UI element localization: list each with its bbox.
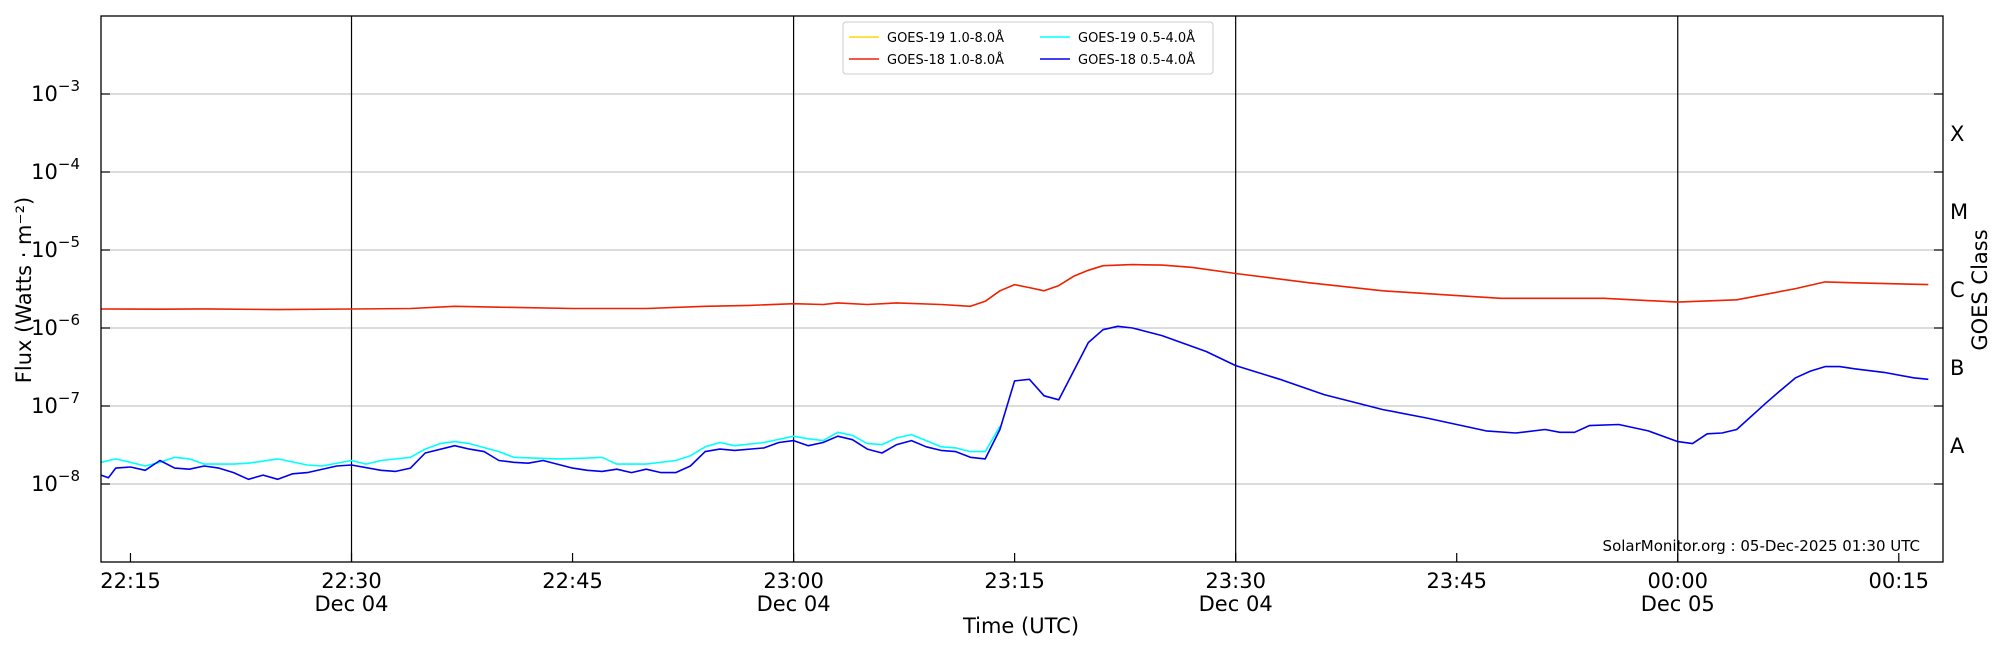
day-marker-lines: [350, 16, 1679, 562]
y-tick-base: 10: [31, 160, 58, 184]
y-tick-base: 10: [31, 394, 58, 418]
y-tick-exponent: −4: [58, 155, 80, 173]
series-line-goes-19-0-5-4-0: [100, 425, 1001, 467]
x-tick-label: 22:15: [100, 569, 161, 593]
x-tick-label: 23:15: [984, 569, 1045, 593]
y2-axis-title: GOES Class: [1968, 229, 1992, 350]
goes-class-labels: A B C M X: [1950, 122, 1968, 458]
y-tick-base: 10: [31, 316, 58, 340]
x-tick-label: 23:00: [763, 569, 824, 593]
goes-class-b: B: [1950, 356, 1964, 380]
x-tick-label: 22:45: [542, 569, 603, 593]
y-tick-label: 10−7: [31, 389, 80, 418]
series-line-goes-18-1-0-8-0: [100, 263, 1929, 311]
series-line-goes-18-0-5-4-0: [100, 325, 1929, 481]
x-tick-label: 23:30: [1205, 569, 1266, 593]
y-tick-label: 10−4: [31, 155, 80, 184]
series-lines: [100, 263, 1929, 481]
x-tick-date-label: Dec 04: [757, 592, 831, 616]
y-tick-exponent: −5: [58, 233, 80, 251]
x-tick-label: 23:45: [1426, 569, 1487, 593]
y-tick-exponent: −8: [58, 467, 80, 485]
y-tick-label: 10−3: [31, 77, 80, 106]
goes-class-c: C: [1950, 278, 1965, 302]
goes-class-x: X: [1950, 122, 1964, 146]
plot-area-frame: [100, 15, 1944, 563]
x-tick-date-label: Dec 04: [314, 592, 388, 616]
y-tick-label: 10−6: [31, 311, 80, 340]
credit-text: SolarMonitor.org : 05-Dec-2025 01:30 UTC: [1603, 537, 1920, 555]
x-axis-title: Time (UTC): [962, 614, 1079, 638]
y-tick-exponent: −7: [58, 389, 80, 407]
x-tick-label: 00:15: [1869, 569, 1930, 593]
goes-class-a: A: [1950, 434, 1965, 458]
x-tick-date-label: Dec 05: [1641, 592, 1715, 616]
legend-label: GOES-19 1.0-8.0Å: [887, 30, 1004, 46]
x-tick-label: 22:30: [321, 569, 382, 593]
y-tick-label: 10−5: [31, 233, 80, 262]
y-tick-exponent: −3: [58, 77, 80, 95]
legend-label: GOES-18 0.5-4.0Å: [1078, 52, 1195, 68]
x-tick-label: 00:00: [1647, 569, 1708, 593]
y-axis-title: Flux (Watts · m⁻²): [12, 197, 36, 383]
x-tick-date-label: Dec 04: [1199, 592, 1273, 616]
legend: GOES-19 1.0-8.0Å GOES-19 0.5-4.0Å GOES-18 …: [842, 21, 1214, 75]
legend-label: GOES-19 0.5-4.0Å: [1078, 30, 1195, 46]
gridlines: [101, 93, 1943, 485]
y-tick-exponent: −6: [58, 311, 80, 329]
y-tick-base: 10: [31, 82, 58, 106]
goes-class-m: M: [1950, 200, 1968, 224]
y-tick-base: 10: [31, 472, 58, 496]
legend-box: [842, 21, 1214, 75]
legend-label: GOES-18 1.0-8.0Å: [887, 52, 1004, 68]
y-tick-label: 10−8: [31, 467, 80, 496]
y-tick-base: 10: [31, 238, 58, 262]
y-axis-ticks: 10−810−710−610−510−410−3: [31, 77, 1943, 496]
